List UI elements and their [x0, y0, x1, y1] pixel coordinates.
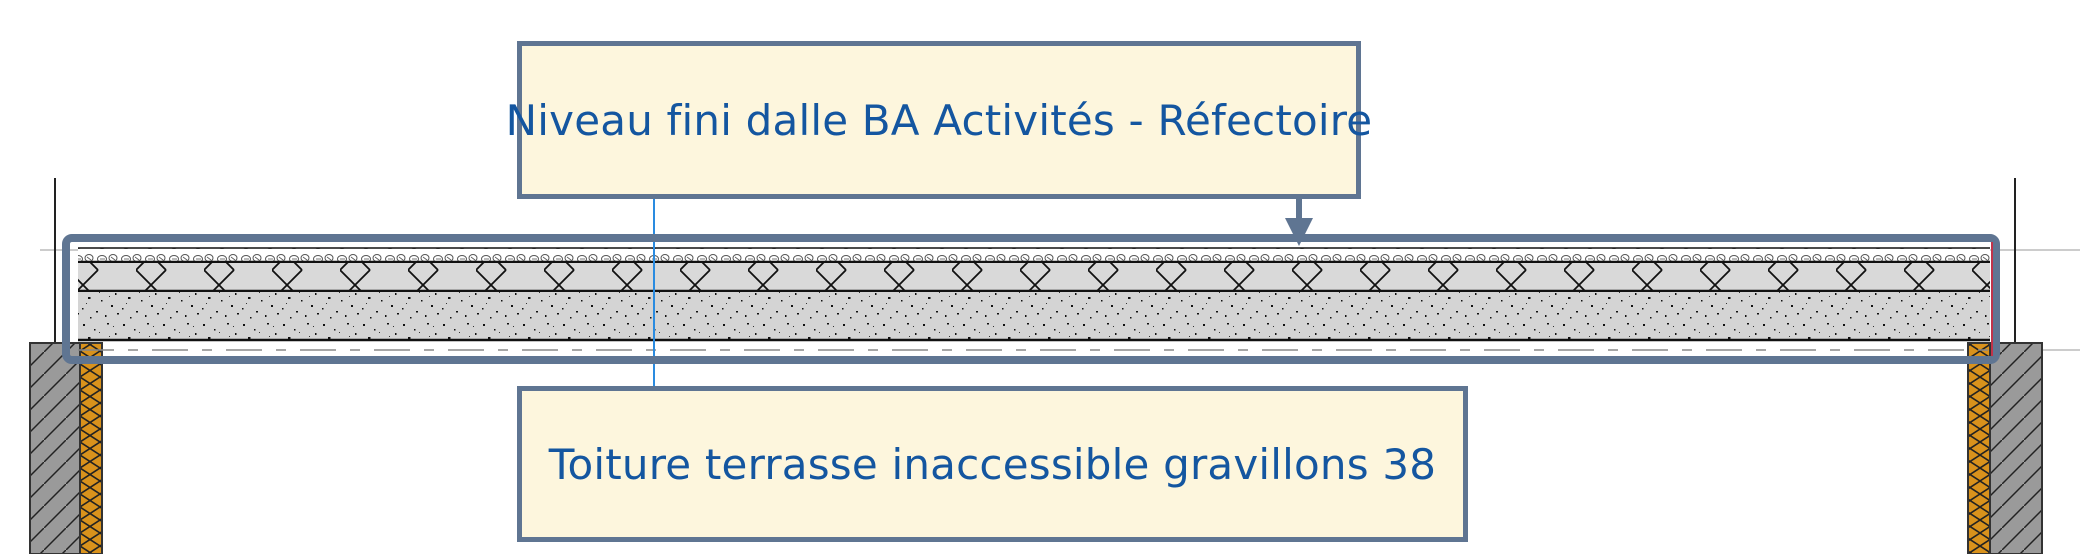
- callout-toiture-terrasse[interactable]: Toiture terrasse inaccessible gravillons…: [517, 386, 1468, 542]
- left-wall: [29, 342, 103, 554]
- slab-section: [78, 247, 1990, 351]
- callout-niveau-fini[interactable]: Niveau fini dalle BA Activités - Réfecto…: [506, 41, 1372, 199]
- callout-top-label: Niveau fini dalle BA Activités - Réfecto…: [505, 95, 1373, 145]
- gravel-layer: [78, 248, 1990, 262]
- slab-highlight-frame[interactable]: [62, 234, 2000, 364]
- right-wall: [1967, 342, 2043, 554]
- concrete-slab-layer: [78, 292, 1990, 340]
- callout-bottom-label: Toiture terrasse inaccessible gravillons…: [548, 439, 1437, 489]
- insulation-layer: [78, 263, 1990, 291]
- leader-arrow-icon: [1285, 199, 1313, 246]
